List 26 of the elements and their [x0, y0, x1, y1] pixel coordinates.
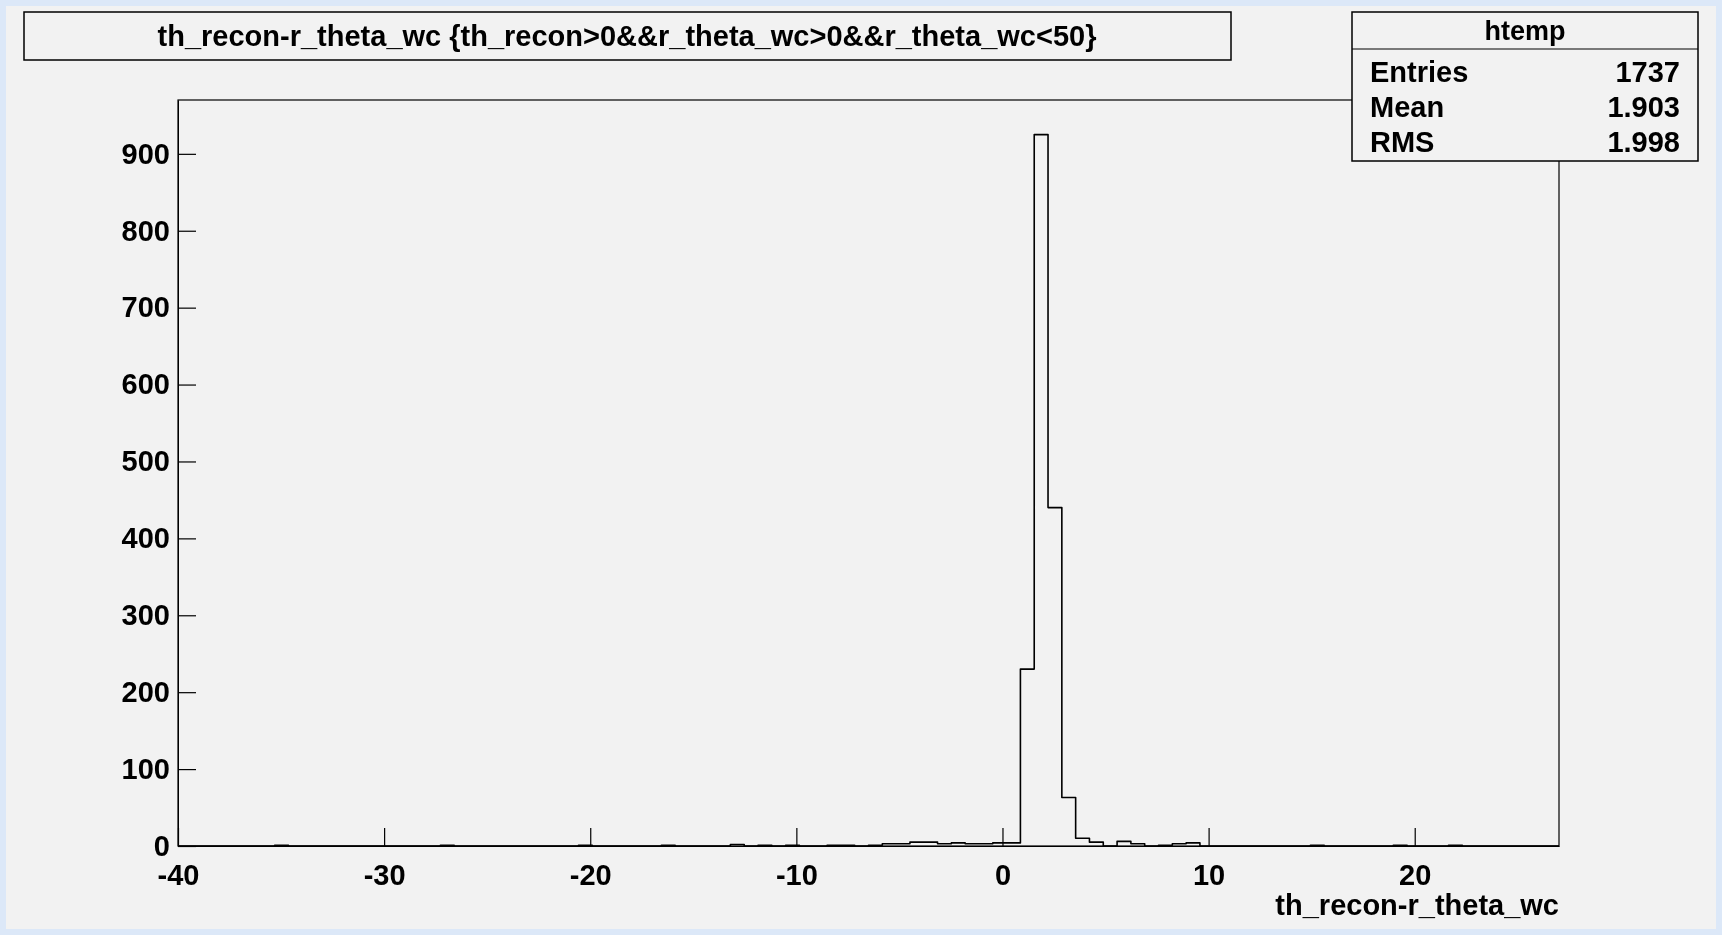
y-tick-label: 500 — [121, 445, 170, 478]
y-tick-label: 900 — [121, 137, 170, 170]
x-tick-label: 0 — [994, 859, 1012, 891]
y-tick-label: 600 — [121, 368, 170, 401]
annotation: RMS — [1370, 126, 1435, 158]
text: 1.998 — [1607, 126, 1680, 158]
x-tick-label: -30 — [363, 859, 406, 891]
y-tick-label: 400 — [121, 522, 170, 555]
text: 1.903 — [1607, 91, 1680, 123]
text: Entries — [1370, 56, 1469, 88]
text: htemp — [1484, 16, 1566, 46]
y-tick-label: 100 — [121, 752, 170, 785]
y-tick-label: 0 — [153, 829, 170, 862]
y-tick-label: 700 — [121, 291, 170, 324]
x-tick-label: -40 — [157, 859, 200, 891]
y-tick-label: 300 — [121, 599, 170, 632]
x-tick-label: 20 — [1399, 859, 1432, 891]
text: 1737 — [1615, 56, 1680, 88]
annotation: Mean — [1370, 91, 1445, 123]
x-tick-label: -10 — [775, 859, 818, 891]
chart-title: th_recon-r_theta_wc {th_recon>0&&r_theta_wc>0&&r_theta_wc<50} — [157, 20, 1097, 52]
x-tick-label: 10 — [1192, 859, 1226, 891]
x-axis-title: th_recon-r_theta_wc — [1275, 889, 1559, 921]
y-tick-label: 800 — [121, 214, 170, 247]
y-tick-label: 200 — [121, 675, 170, 708]
x-tick-label: -20 — [569, 859, 612, 891]
